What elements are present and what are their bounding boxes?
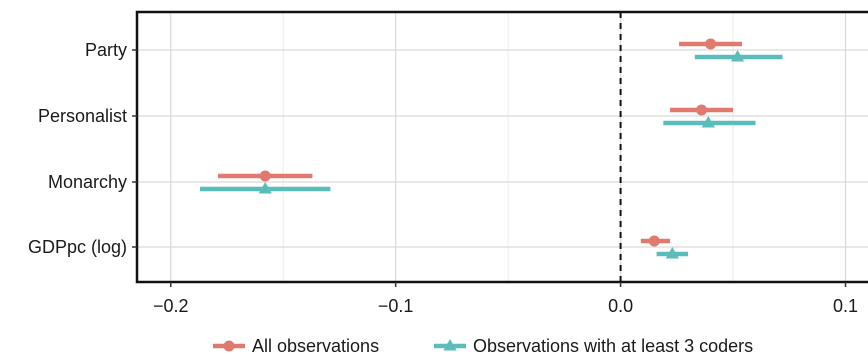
x-tick-label: −0.2 [153, 296, 189, 316]
x-tick-label: 0.0 [608, 296, 633, 316]
legend-key-circle [223, 340, 235, 352]
y-axis-tick-labels: Party Personalist Monarchy GDPpc (log) [28, 40, 137, 257]
y-tick-label: Party [85, 40, 127, 60]
legend: All observations Observations with at lea… [213, 336, 753, 356]
legend-item: Observations with at least 3 coders [434, 336, 753, 356]
data-marks [199, 38, 783, 259]
point-estimate-circle [696, 104, 708, 116]
legend-label: Observations with at least 3 coders [473, 336, 753, 356]
point-estimate-circle [259, 170, 271, 182]
y-tick-label: Personalist [38, 106, 127, 126]
x-axis-tick-labels: −0.2 −0.1 0.0 0.1 [153, 282, 858, 316]
legend-label: All observations [252, 336, 379, 356]
grid-lines [137, 12, 868, 282]
y-tick-label: Monarchy [48, 172, 127, 192]
legend-item: All observations [213, 336, 379, 356]
point-estimate-triangle [730, 50, 745, 62]
plot-frame [135, 10, 868, 284]
y-tick-label: GDPpc (log) [28, 237, 127, 257]
point-estimate-triangle [665, 247, 679, 259]
point-estimate-triangle [701, 116, 715, 128]
x-tick-label: −0.1 [378, 296, 414, 316]
point-estimate-triangle [258, 182, 272, 194]
legend-key-triangle [443, 339, 457, 351]
point-estimate-circle [705, 38, 717, 50]
x-tick-label: 0.1 [833, 296, 858, 316]
point-estimate-circle [648, 235, 660, 247]
